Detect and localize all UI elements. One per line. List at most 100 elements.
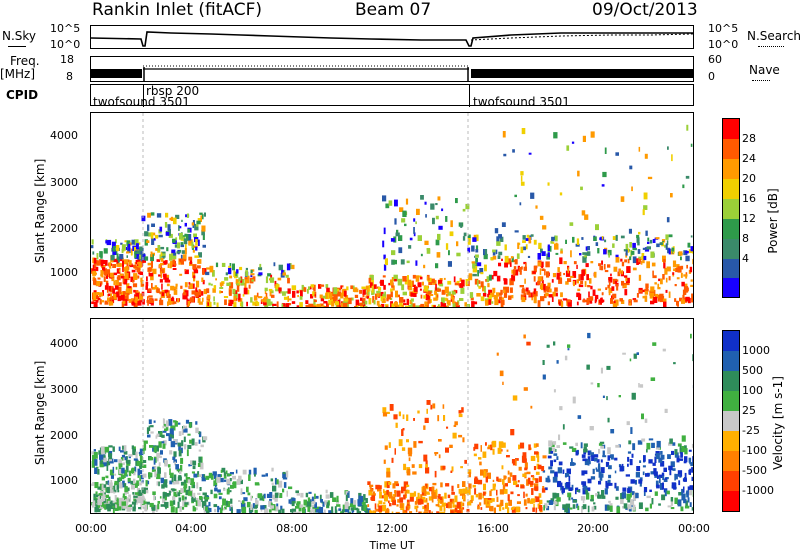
heatmap-cell [469, 292, 474, 299]
heatmap-cell [509, 262, 512, 267]
heatmap-cell [217, 489, 221, 493]
heatmap-cell [253, 295, 258, 301]
heatmap-cell [603, 264, 606, 270]
heatmap-cell [184, 502, 189, 505]
heatmap-cell [382, 293, 386, 298]
heatmap-cell [384, 494, 388, 502]
heatmap-cell [227, 474, 232, 476]
heatmap-cell [331, 511, 334, 513]
heatmap-cell [134, 253, 137, 259]
heatmap-cell [595, 224, 599, 231]
velocity-cb-tick-1000: 1000 [742, 344, 770, 357]
heatmap-cell [642, 259, 645, 264]
heatmap-cell [203, 288, 207, 295]
heatmap-cell [120, 291, 123, 297]
heatmap-cell [532, 271, 536, 274]
heatmap-cell [458, 488, 463, 494]
heatmap-cell [646, 495, 651, 499]
heatmap-cell [543, 505, 545, 511]
heatmap-cell [175, 214, 180, 219]
heatmap-cell [95, 491, 98, 495]
heatmap-cell [413, 292, 417, 297]
heatmap-cell [592, 289, 596, 296]
heatmap-cell [337, 291, 341, 297]
heatmap-cell [556, 456, 559, 460]
heatmap-cell [621, 492, 626, 499]
heatmap-cell [399, 297, 404, 303]
heatmap-cell [313, 284, 316, 292]
heatmap-cell [602, 450, 605, 456]
heatmap-cell [124, 497, 129, 502]
heatmap-cell [565, 473, 570, 477]
heatmap-cell [655, 480, 659, 487]
cpid-divider-2 [469, 85, 470, 107]
heatmap-cell [377, 503, 380, 508]
heatmap-cell [573, 281, 575, 287]
heatmap-cell [139, 456, 143, 463]
heatmap-cell [636, 258, 639, 265]
heatmap-cell [565, 503, 571, 508]
heatmap-cell [187, 433, 191, 436]
heatmap-cell [154, 471, 157, 478]
heatmap-cell [113, 272, 117, 276]
power-cb-tick-28: 28 [742, 132, 756, 145]
heatmap-cell [609, 505, 613, 512]
heatmap-cell [137, 468, 141, 476]
heatmap-cell [197, 463, 201, 467]
heatmap-cell [368, 298, 372, 305]
heatmap-cell [553, 132, 558, 139]
heatmap-cell [193, 245, 198, 248]
heatmap-cell [230, 498, 233, 504]
heatmap-cell [158, 462, 161, 466]
heatmap-cell [233, 302, 237, 307]
heatmap-cell [519, 285, 524, 288]
heatmap-cell [96, 494, 100, 497]
heatmap-cell [645, 230, 648, 236]
heatmap-cell [440, 482, 443, 488]
heatmap-cell [136, 267, 141, 273]
heatmap-cell [425, 464, 428, 468]
heatmap-cell [164, 472, 167, 478]
heatmap-cell [182, 506, 185, 510]
heatmap-cell [593, 454, 599, 458]
heatmap-cell [621, 261, 625, 267]
heatmap-cell [548, 466, 553, 470]
heatmap-cell [489, 490, 492, 497]
heatmap-cell [174, 421, 178, 427]
heatmap-cell [473, 453, 477, 457]
heatmap-cell [460, 222, 463, 228]
heatmap-cell [468, 483, 471, 488]
velocity-cb-seg-9 [723, 491, 739, 511]
heatmap-cell [250, 495, 253, 501]
heatmap-cell [526, 479, 529, 486]
heatmap-cell [686, 264, 688, 269]
heatmap-cell [680, 272, 683, 278]
heatmap-cell [607, 505, 610, 511]
heatmap-cell [382, 240, 385, 248]
heatmap-cell [104, 507, 107, 510]
heatmap-cell [246, 501, 251, 508]
heatmap-cell [587, 478, 592, 484]
heatmap-cell [94, 467, 98, 474]
heatmap-cell [143, 487, 148, 490]
heatmap-cell [462, 488, 466, 495]
heatmap-cell [205, 271, 210, 276]
heatmap-cell [287, 288, 291, 294]
velocity-panel [90, 318, 694, 514]
heatmap-cell [590, 452, 594, 457]
heatmap-cell [446, 503, 449, 508]
heatmap-cell [145, 281, 149, 287]
heatmap-cell [127, 477, 131, 482]
heatmap-cell [644, 418, 648, 423]
heatmap-cell [151, 283, 153, 289]
heatmap-cell [639, 384, 644, 388]
heatmap-cell [557, 467, 563, 474]
heatmap-cell [630, 492, 632, 498]
heatmap-cell [169, 472, 174, 478]
heatmap-cell [538, 499, 543, 505]
heatmap-cell [468, 273, 473, 281]
heatmap-cell [229, 275, 233, 279]
heatmap-cell [433, 305, 436, 307]
heatmap-cell [201, 225, 206, 232]
nsearch-tick-bottom: 10^0 [708, 38, 739, 51]
